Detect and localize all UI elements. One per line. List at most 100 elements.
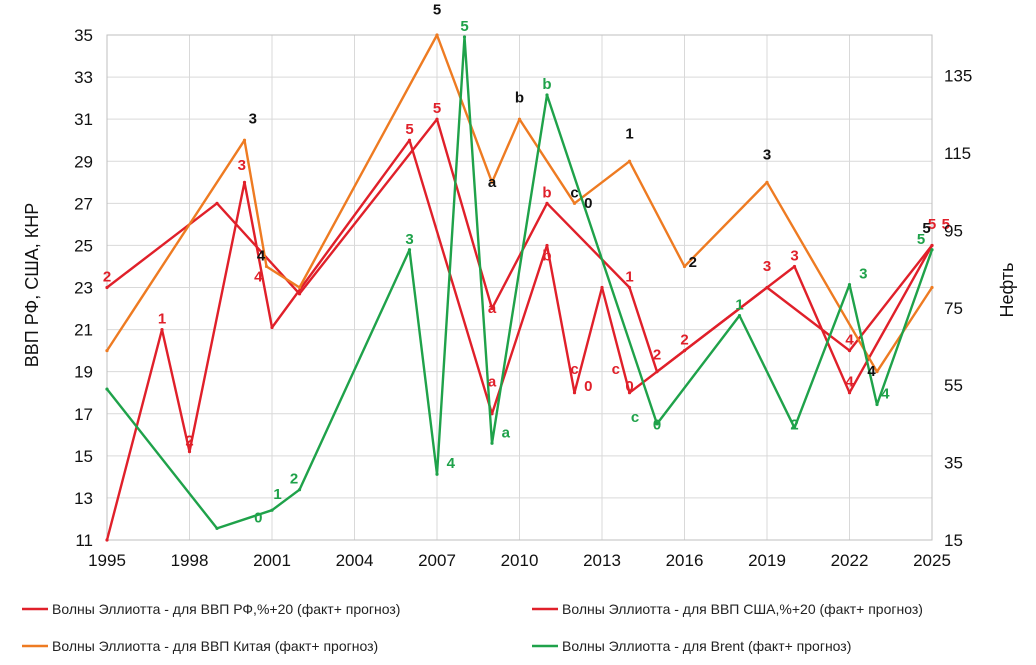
y-right-tick-15: 15 — [944, 531, 963, 550]
y-left-tick-11: 11 — [75, 531, 93, 550]
series-3-wave-label-0: 0 — [254, 509, 262, 526]
series-1-point-5 — [545, 201, 549, 205]
series-0-point-3 — [242, 180, 247, 184]
series-0-wave-label-4: 4 — [254, 269, 263, 286]
series-3-wave-label-5: 5 — [460, 18, 468, 35]
series-0-wave-label-10: 0 — [584, 378, 592, 395]
series-0-point-5 — [407, 138, 412, 142]
series-2-point-0 — [105, 349, 109, 353]
series-2-wave-label-10: 4 — [867, 363, 876, 380]
series-1-point-7 — [655, 370, 659, 374]
series-0-wave-label-9: c — [570, 361, 578, 378]
series-0-point-9 — [600, 285, 604, 290]
series-3-point-6 — [462, 35, 467, 39]
series-1-wave-label-0: 5 — [433, 100, 441, 117]
y-right-tick-135: 135 — [944, 67, 972, 86]
series-0-wave-label-14: 2 — [680, 332, 688, 349]
series-2-wave-label-0: 3 — [249, 111, 257, 128]
series-3-wave-label-14: 5 — [917, 231, 925, 248]
series-2-point-4 — [435, 33, 439, 37]
series-3-point-3 — [297, 488, 302, 492]
series-2-point-6 — [517, 117, 522, 121]
legend-label-0: Волны Эллиотта - для ВВП РФ,%+20 (факт+ … — [52, 601, 400, 617]
y-right-tick-115: 115 — [944, 144, 971, 163]
series-2-point-10 — [765, 180, 769, 184]
series-1-wave-label-1: a — [488, 374, 497, 391]
series-0-point-10 — [627, 391, 632, 395]
series-1-point-4 — [490, 306, 494, 311]
series-0-wave-label-1: 1 — [158, 311, 166, 328]
series-0-wave-label-13: 2 — [653, 346, 661, 363]
series-3-wave-label-8: c — [631, 409, 639, 426]
y-right-tick-95: 95 — [944, 221, 963, 240]
series-0-wave-label-2: 2 — [185, 433, 193, 450]
series-2-wave-label-2: 5 — [433, 1, 441, 18]
y-right-tick-35: 35 — [944, 454, 963, 473]
series-0-wave-label-11: c — [612, 361, 620, 378]
series-2-wave-label-4: b — [515, 90, 524, 107]
series-3-wave-label-3: 3 — [405, 231, 413, 248]
y-right-tick-55: 55 — [944, 376, 963, 395]
series-2-point-9 — [682, 264, 687, 269]
series-2-wave-label-9: 3 — [763, 146, 771, 163]
grid-lines — [106, 34, 933, 541]
series-1-point-0 — [105, 285, 109, 290]
y-left-tick-13: 13 — [74, 489, 93, 508]
wave-labels: 212345abbc0c022334455a15345abc0123450123… — [103, 1, 950, 526]
series-2-point-8 — [627, 159, 632, 163]
x-tick-2001: 2001 — [253, 551, 291, 570]
x-tick-2004: 2004 — [336, 551, 374, 570]
y-left-tick-21: 21 — [74, 321, 93, 340]
series-3-wave-label-7: b — [542, 76, 551, 93]
series-2-point-5 — [490, 180, 494, 184]
y-left-tick-17: 17 — [74, 405, 93, 424]
series-0-wave-label-3: 3 — [238, 157, 246, 174]
y-left-tick-27: 27 — [74, 194, 93, 213]
y-left-axis-ticks: 11 13 15 17 19 21 23 25 27 29 31 33 35 — [74, 26, 93, 550]
series-3-point-1 — [215, 526, 219, 530]
y-right-tick-75: 75 — [944, 299, 963, 318]
x-tick-2019: 2019 — [748, 551, 786, 570]
y-left-tick-33: 33 — [74, 68, 93, 87]
series-0-point-14 — [847, 391, 852, 395]
series-1-point-3 — [435, 117, 439, 121]
series-1-point-8 — [765, 285, 769, 290]
series-0-point-0 — [105, 538, 109, 542]
series-3-wave-label-13: 4 — [881, 386, 890, 403]
y-right-axis-ticks: 15 35 55 75 95 115 135 — [944, 67, 972, 550]
legend: Волны Эллиотта - для ВВП РФ,%+20 (факт+ … — [22, 601, 923, 654]
y-left-axis-title: ВВП РФ, США, КНР — [22, 203, 42, 367]
legend-label-2: Волны Эллиотта - для ВВП Китая (факт+ пр… — [52, 638, 378, 654]
x-tick-2025: 2025 — [913, 551, 951, 570]
series-3-point-5 — [435, 472, 439, 476]
x-tick-1998: 1998 — [171, 551, 209, 570]
series-3-point-10 — [737, 313, 742, 318]
series-0-wave-label-7: b — [542, 184, 551, 201]
y-left-tick-29: 29 — [74, 152, 93, 171]
series-0-point-4 — [270, 325, 274, 330]
series-0-wave-label-18: 4 — [845, 374, 854, 391]
x-tick-2016: 2016 — [666, 551, 704, 570]
series-3-point-11 — [792, 426, 797, 430]
series-3-wave-label-6: a — [502, 424, 511, 441]
series-1-point-2 — [297, 292, 302, 296]
legend-label-1: Волны Эллиотта - для ВВП США,%+20 (факт+… — [562, 601, 923, 617]
y-left-tick-35: 35 — [74, 26, 93, 45]
series-0-wave-label-16: 3 — [790, 247, 798, 264]
series-lines — [105, 33, 934, 542]
series-3-point-0 — [105, 387, 109, 391]
series-2-point-2 — [264, 264, 269, 269]
series-1-wave-label-3: 5 — [942, 216, 950, 233]
series-2-wave-label-8: 2 — [689, 254, 697, 271]
series-1-point-1 — [215, 201, 219, 205]
series-0-wave-label-6: a — [488, 300, 497, 317]
series-3-wave-label-4: 4 — [447, 455, 456, 472]
series-3-point-8 — [545, 93, 549, 97]
series-1-point-9 — [847, 349, 852, 353]
series-2-wave-label-7: 1 — [625, 125, 633, 142]
series-3-point-14 — [930, 248, 934, 252]
x-axis-ticks: 1995 1998 2001 2004 2007 2010 2013 2016 2019 2022… — [88, 551, 951, 570]
x-tick-2022: 2022 — [831, 551, 869, 570]
series-1-wave-label-2: 1 — [625, 269, 633, 286]
